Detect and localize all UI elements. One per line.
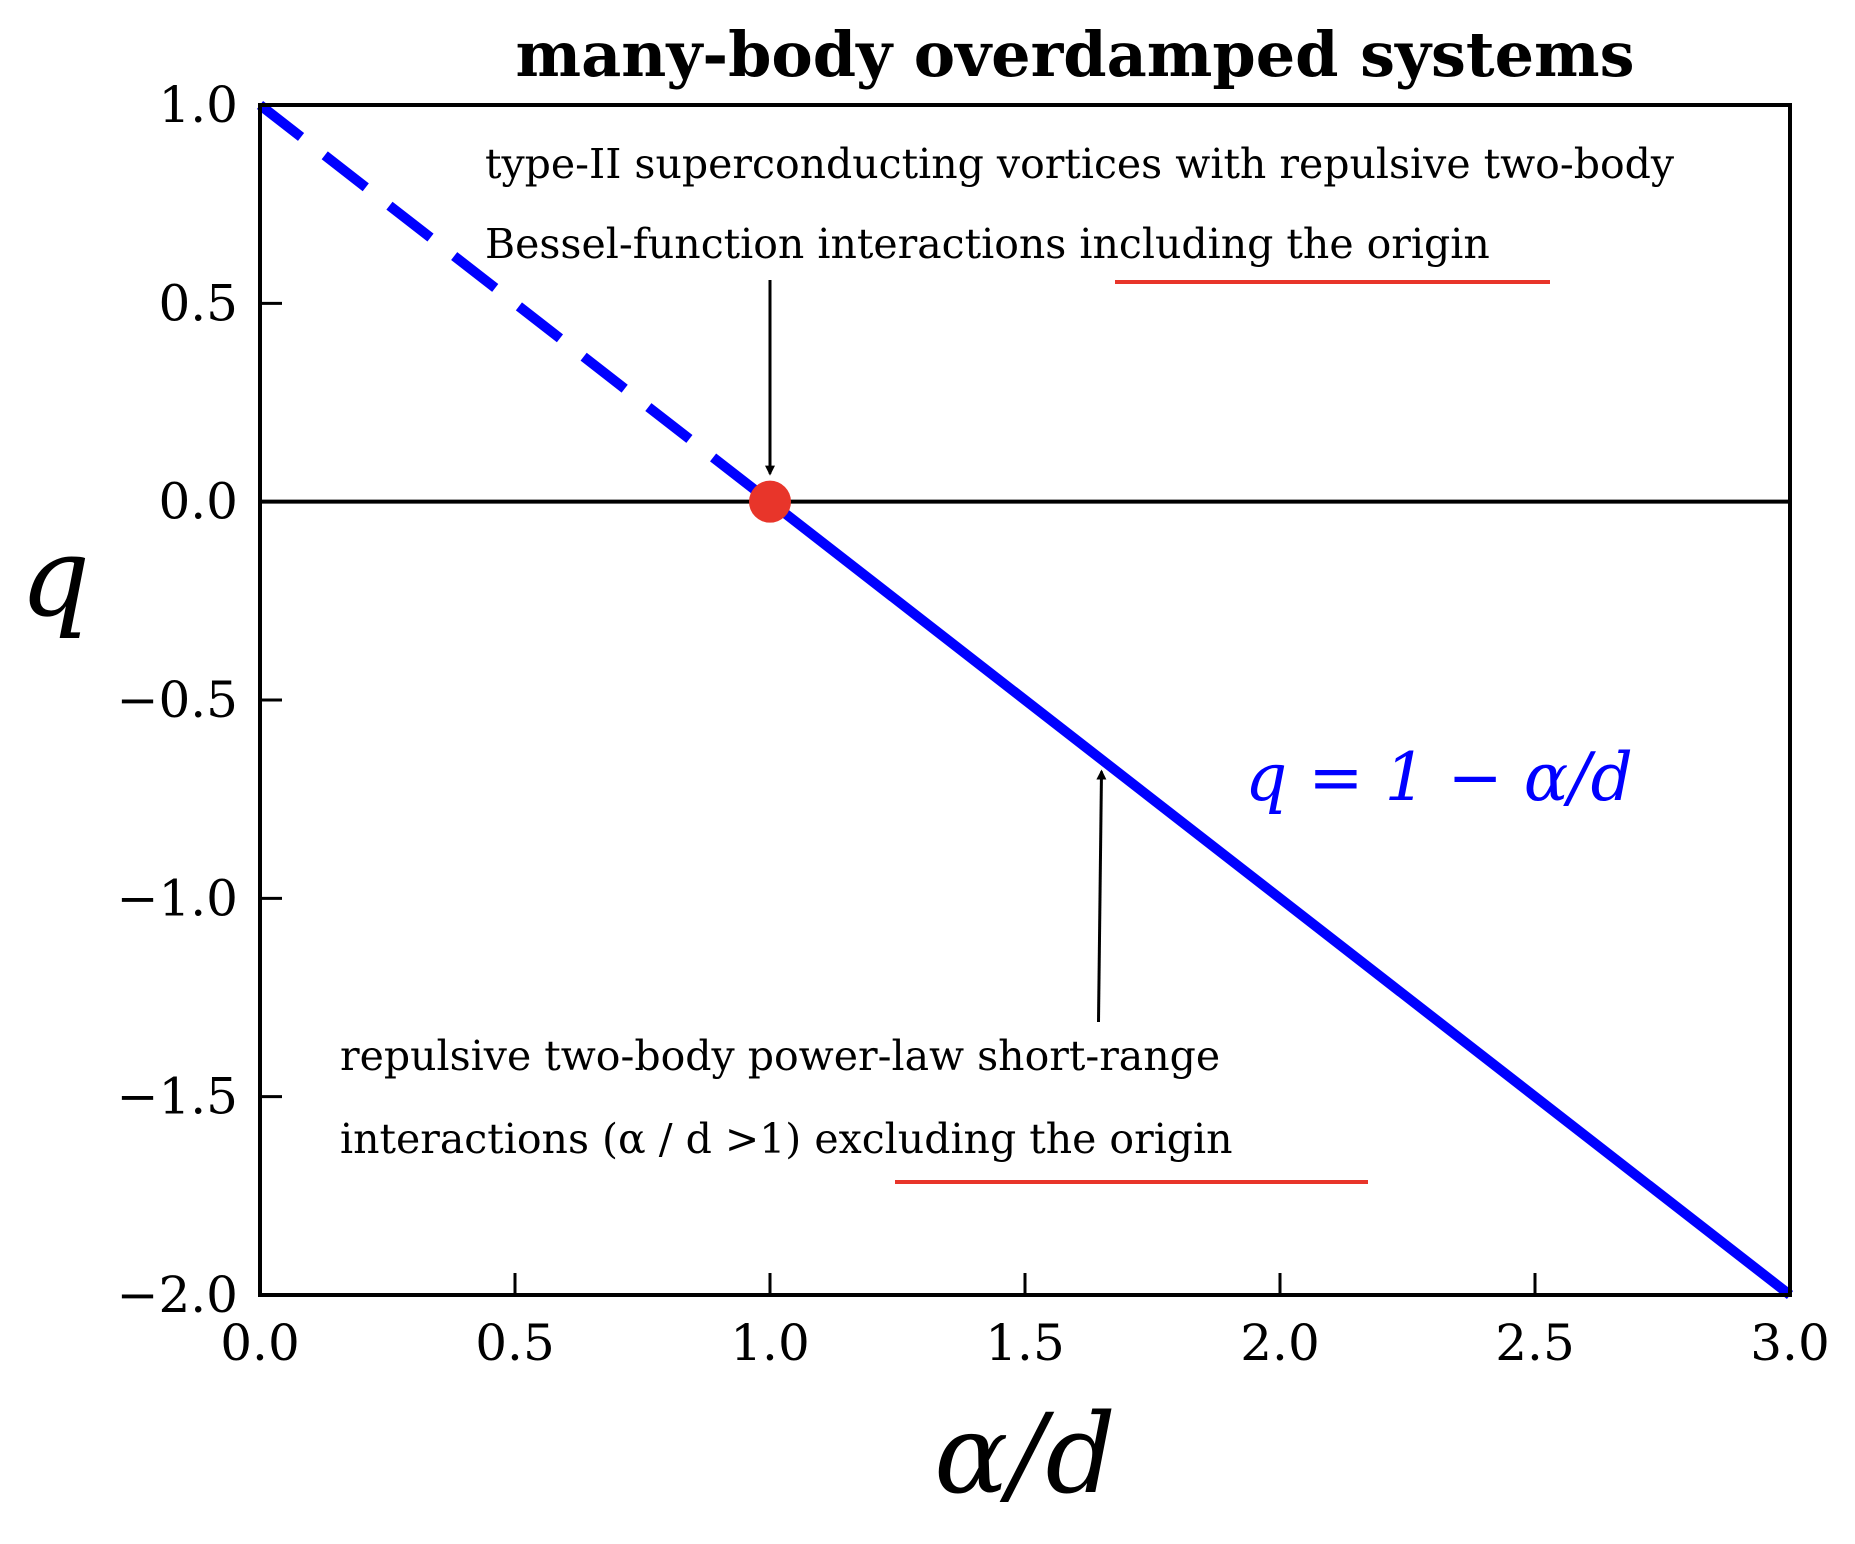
x-tick-label: 1.0 (730, 1314, 810, 1372)
y-tick-label: −1.5 (117, 1068, 238, 1126)
x-tick-label: 2.5 (1495, 1314, 1575, 1372)
top-annotation-plain: Bessel-function interactions (485, 220, 1079, 268)
chart-title: many-body overdamped systems (515, 18, 1634, 91)
y-tick-label: −2.0 (117, 1266, 238, 1324)
y-tick-label: −1.0 (117, 869, 238, 927)
bottom-annotation-line1: repulsive two-body power-law short-range (340, 1032, 1220, 1080)
top-annotation-line2: Bessel-function interactions including t… (485, 220, 1490, 268)
y-axis-label: q (20, 513, 90, 641)
y-tick-label: 0.0 (158, 473, 238, 531)
x-axis-label: α/d (934, 1390, 1116, 1518)
top-annotation-line1: type-II superconducting vortices with re… (485, 140, 1675, 188)
top-annotation-underlined: including the origin (1079, 220, 1489, 268)
x-tick-label: 3.0 (1750, 1314, 1830, 1372)
x-tick-label: 0.5 (475, 1314, 555, 1372)
bottom-annotation-line2: interactions (α / d >1) excluding the or… (340, 1115, 1233, 1163)
x-tick-label: 1.5 (985, 1314, 1065, 1372)
x-tick-label: 2.0 (1240, 1314, 1320, 1372)
y-tick-label: 0.5 (158, 274, 238, 332)
series-line-solid (766, 497, 1794, 1299)
bottom-annotation-arrow (1096, 769, 1107, 1023)
marker-point (749, 480, 791, 523)
y-tick-label: −0.5 (117, 671, 238, 729)
bottom-annotation-underlined: excluding the origin (814, 1115, 1232, 1163)
x-tick-label: 0.0 (220, 1314, 300, 1372)
y-tick-label: 1.0 (158, 76, 238, 134)
formula-label: q = 1 − α/d (1245, 739, 1633, 816)
series-line-dashed (256, 101, 774, 506)
bottom-annotation-plain: interactions (α / d >1) (340, 1115, 814, 1163)
